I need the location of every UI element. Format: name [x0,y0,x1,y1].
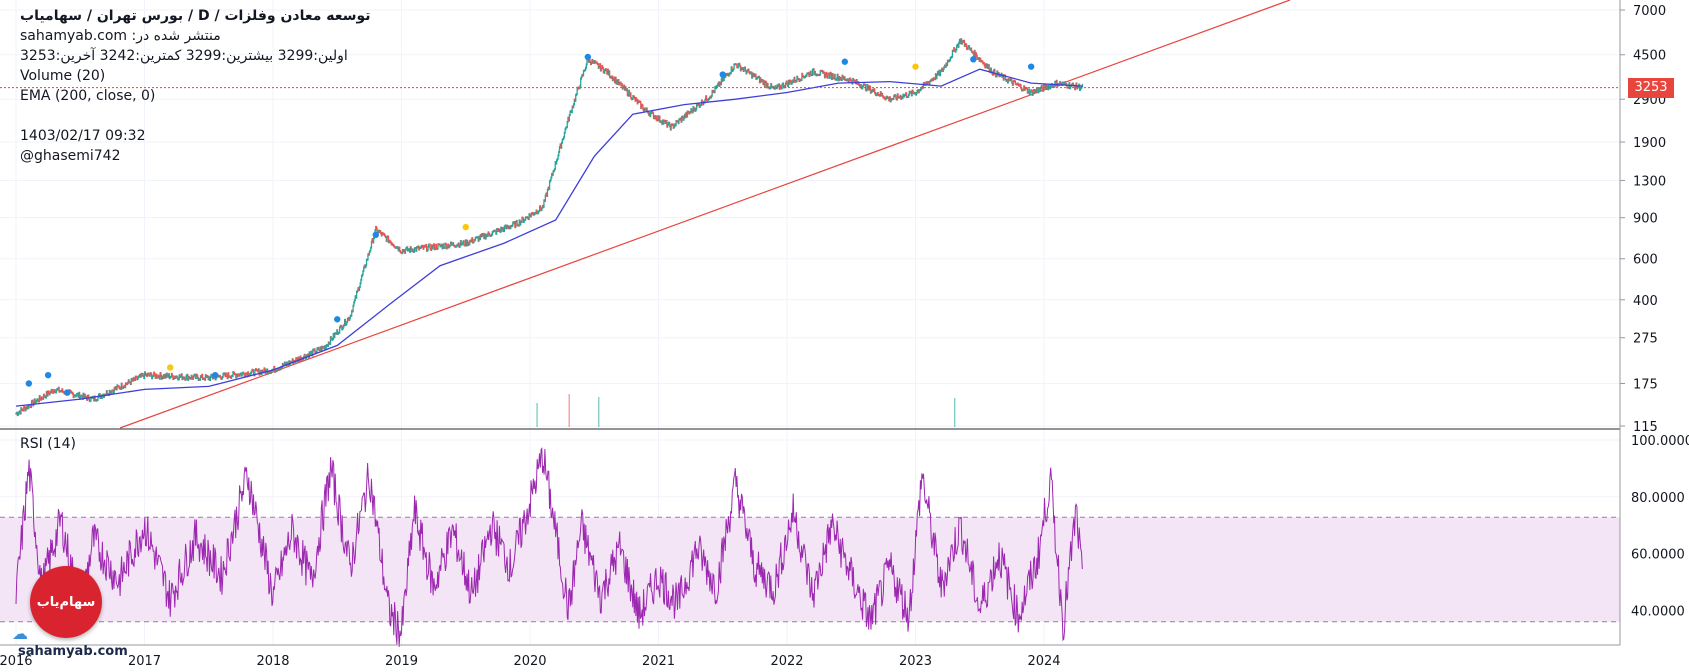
volume-bars [536,394,956,427]
y-tick-label: 175 [1633,377,1658,392]
x-tick-label: 2017 [128,654,161,669]
y-tick-label: 1900 [1633,136,1666,151]
y-tick-label: 115 [1633,420,1658,435]
y-tick-label: 7000 [1633,4,1666,19]
publish-date: 1403/02/17 09:32 [20,128,146,144]
rsi-line [15,447,1083,647]
signal-marker [1027,63,1035,70]
ohlc-values: اولین:3299 بیشترین:3299 کمترین:3242 آخری… [20,48,348,64]
signal-marker [584,53,592,61]
rsi-tick-label: 60.0000 [1631,548,1685,563]
published-on: sahamyab.com :منتشر شده در [20,28,221,44]
signal-marker [970,56,977,63]
volume-bar [568,394,570,427]
trendline[interactable] [119,0,1291,429]
rsi-tick-label: 100.0000 [1631,434,1689,449]
x-tick-label: 2021 [642,654,675,669]
x-tick-label: 2024 [1027,654,1060,669]
price-series [15,38,1084,417]
signal-marker [912,63,919,70]
rsi-band [0,517,1620,622]
volume-indicator[interactable]: Volume (20) [20,68,106,84]
watermark-site: sahamyab.com [18,644,128,659]
ema-polyline [15,68,1083,407]
ema-line [15,68,1083,407]
signal-marker [462,223,469,231]
rsi-panel [0,447,1620,647]
signal-marker [167,364,174,371]
y-tick-label: 400 [1633,294,1658,309]
signal-marker [841,58,849,65]
author: @ghasemi742 [20,148,121,164]
volume-bar [954,398,956,427]
cloud-icon: ☁ [12,624,28,643]
x-tick-label: 2016 [0,654,33,669]
rsi-tick-label: 80.0000 [1631,491,1685,506]
signal-marker [25,380,33,387]
signal-marker [211,371,219,379]
rsi-tick-label: 40.0000 [1631,604,1685,619]
y-tick-label: 600 [1633,253,1658,268]
chart-legend: توسعه معادن وفلزات / D / بورس تهران / سه… [20,6,371,166]
x-tick-label: 2023 [899,654,932,669]
last-price-tag: 3253 [1628,78,1674,98]
ema-indicator[interactable]: EMA (200, close, 0) [20,88,156,104]
signal-marker [372,231,379,239]
signal-marker [64,389,71,396]
watermark: سهام‌یاب ☁ sahamyab.com [10,566,128,666]
y-tick-label: 4500 [1633,49,1666,64]
volume-bar [598,397,600,427]
sahamyab-logo: سهام‌یاب [30,566,102,638]
x-tick-label: 2018 [256,654,289,669]
x-tick-label: 2022 [770,654,803,669]
y-tick-label: 1300 [1633,174,1666,189]
signal-marker [719,71,726,78]
y-tick-label: 275 [1633,332,1658,347]
x-tick-label: 2019 [385,654,418,669]
signal-marker [334,316,341,323]
rsi-indicator[interactable]: RSI (14) [20,436,76,452]
chart-title: توسعه معادن وفلزات / D / بورس تهران / سه… [20,8,371,24]
volume-bar [536,403,538,427]
signal-marker [44,371,52,379]
y-tick-label: 900 [1633,212,1658,227]
x-tick-label: 2020 [513,654,546,669]
